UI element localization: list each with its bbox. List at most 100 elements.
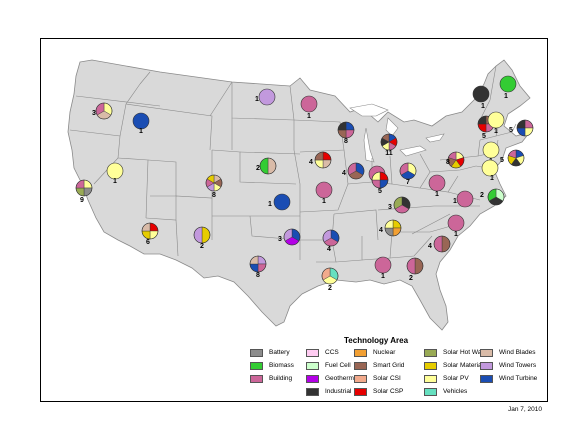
pie-outline [321, 267, 339, 285]
pie-marker: 11 [380, 133, 398, 157]
project-count-label: 5 [482, 133, 486, 140]
project-count-label: 9 [80, 197, 84, 204]
project-count-label: 4 [379, 227, 383, 234]
pie-slice [374, 256, 392, 274]
project-count-label: 1 [490, 175, 494, 182]
pie-outline [406, 257, 424, 275]
pie-marker: 1 [447, 214, 465, 238]
pie-outline [384, 219, 402, 237]
pie-marker: 2 [256, 157, 277, 175]
legend-swatch [424, 375, 437, 383]
project-count-label: 1 [453, 198, 457, 205]
project-count-label: 4 [342, 170, 346, 177]
project-count-label: 8 [446, 159, 450, 166]
legend-swatch [354, 388, 367, 396]
pie-marker: 8 [249, 255, 267, 279]
pie-marker: 2 [321, 267, 339, 292]
legend-label: Solar CSP [373, 388, 404, 395]
pie-slice [482, 141, 500, 159]
project-count-label: 4 [327, 246, 331, 253]
project-count-label: 2 [328, 285, 332, 292]
pie-outline [487, 188, 505, 206]
legend-label: Solar Materials [443, 362, 487, 369]
pie-marker: 1 [472, 85, 490, 110]
pie-marker: 8 [446, 151, 465, 169]
project-count-label: 4 [309, 159, 313, 166]
pie-slice [258, 88, 276, 106]
legend-title: Technology Area [344, 336, 409, 345]
legend-swatch [250, 349, 263, 357]
project-count-label: 1 [494, 128, 498, 135]
pie-marker: 2 [406, 257, 424, 282]
legend-label: Battery [269, 349, 290, 356]
legend-swatch [480, 362, 493, 370]
project-count-label: 3 [278, 236, 282, 243]
project-count-label: 5 [509, 127, 513, 134]
pie-slice [456, 190, 474, 208]
pie-outline [95, 102, 113, 120]
pie-marker: 7 [399, 162, 417, 186]
project-count-label: 4 [428, 243, 432, 250]
pie-marker: 3 [388, 196, 411, 214]
pie-slice [481, 159, 499, 177]
legend-swatch [424, 388, 437, 396]
legend-swatch [480, 349, 493, 357]
project-count-label: 7 [406, 179, 410, 186]
pie-marker: 4 [428, 235, 451, 253]
project-count-label: 2 [409, 275, 413, 282]
pie-marker: 1 [300, 95, 318, 120]
legend-label: Solar Hot Water [443, 349, 489, 356]
project-count-label: 2 [256, 165, 260, 172]
pie-marker: 1 [255, 88, 276, 106]
pie-marker: 4 [379, 219, 402, 237]
pie-slice [499, 75, 517, 93]
legend-label: Wind Blades [499, 349, 536, 356]
pie-marker: 1 [487, 111, 505, 135]
pie-outline [433, 235, 451, 253]
project-count-label: 1 [435, 191, 439, 198]
pie-slice [428, 174, 446, 192]
project-count-label: 1 [381, 273, 385, 280]
pie-slice [487, 111, 505, 129]
project-count-label: 1 [268, 201, 272, 208]
project-count-label: 5 [500, 157, 504, 164]
state-borders [69, 65, 517, 263]
project-count-label: 3 [92, 110, 96, 117]
legend-swatch [424, 362, 437, 370]
legend-label: Solar CSI [373, 375, 401, 382]
pie-outline [507, 149, 525, 167]
pie-slice [106, 162, 124, 180]
pie-marker: 8 [337, 121, 355, 145]
legend-swatch [250, 375, 263, 383]
project-count-label: 5 [378, 188, 382, 195]
project-count-label: 2 [480, 192, 484, 199]
pie-slice [315, 181, 333, 199]
pie-outline [141, 222, 159, 240]
project-count-label: 1 [113, 178, 117, 185]
pie-outline [347, 162, 365, 180]
legend-swatch [480, 375, 493, 383]
project-count-label: 6 [146, 239, 150, 246]
legend-swatch [354, 349, 367, 357]
pie-marker: 1 [453, 190, 474, 208]
pie-marker: 1 [499, 75, 517, 100]
legend-swatch [306, 349, 319, 357]
pie-marker: 2 [193, 226, 211, 250]
pie-marker: 1 [268, 193, 291, 211]
pie-outline [393, 196, 411, 214]
legend-label: CCS [325, 349, 339, 356]
pie-marker: 4 [322, 229, 340, 253]
pie-marker: 1 [374, 256, 392, 280]
pie-outline [380, 133, 398, 151]
pie-marker: 9 [75, 179, 93, 204]
pie-markers: 3119112816241388414211571124314181151515… [75, 75, 534, 292]
pie-marker: 1 [315, 181, 333, 205]
pie-marker: 1 [106, 162, 124, 185]
legend-label: Building [269, 375, 293, 382]
legend-swatch [306, 375, 319, 383]
pie-slice [472, 85, 490, 103]
pie-marker: 6 [141, 222, 159, 246]
pie-outline [516, 119, 534, 137]
pie-outline [322, 229, 340, 247]
